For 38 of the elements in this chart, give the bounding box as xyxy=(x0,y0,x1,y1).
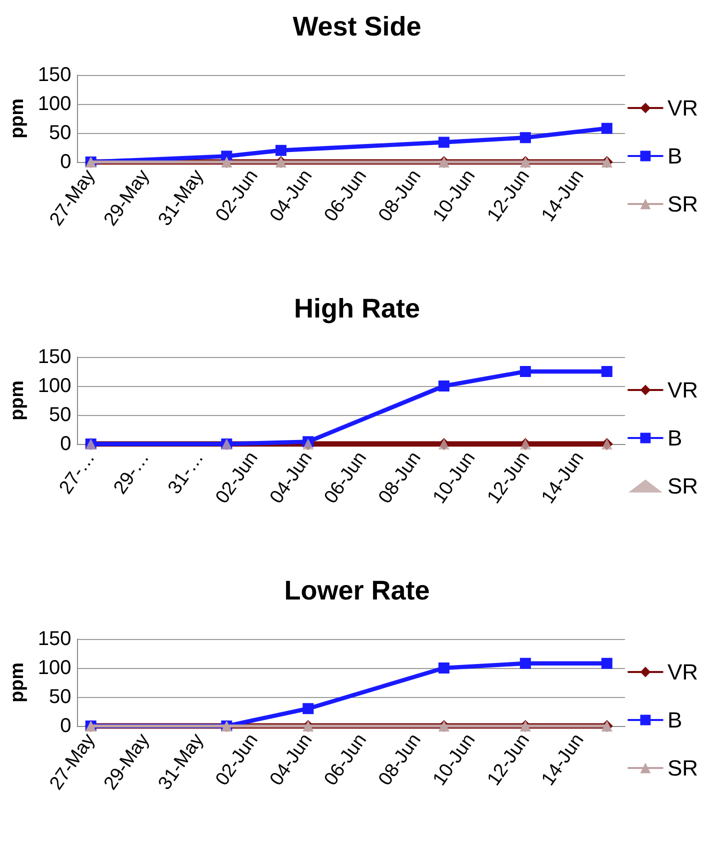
point xyxy=(520,658,531,669)
y-tick-label: 0 xyxy=(60,715,72,737)
y-tick-label: 100 xyxy=(38,375,72,397)
legend-label: B xyxy=(667,426,682,450)
y-tick-label: 100 xyxy=(38,657,72,679)
y-axis-title: ppm xyxy=(7,380,28,421)
point xyxy=(601,366,612,377)
y-tick-label: 150 xyxy=(38,64,72,86)
legend-label: B xyxy=(667,708,682,732)
legend-label: SR xyxy=(667,474,698,498)
point xyxy=(520,132,531,144)
point xyxy=(302,703,314,714)
legend-label: SR xyxy=(667,756,698,780)
chart-title: Lower Rate xyxy=(284,576,430,606)
legend-label: VR xyxy=(667,378,698,402)
point xyxy=(275,144,286,156)
y-tick-label: 50 xyxy=(49,122,72,144)
y-tick-label: 150 xyxy=(38,628,72,650)
point xyxy=(438,662,450,674)
point xyxy=(520,366,531,377)
legend-label: SR xyxy=(667,192,698,216)
y-axis-title: ppm xyxy=(7,98,28,139)
y-tick-label: 50 xyxy=(49,404,72,426)
y-tick-label: 150 xyxy=(38,346,72,368)
legend-label: B xyxy=(667,144,682,168)
chart-title: West Side xyxy=(292,12,422,42)
legend-label: VR xyxy=(667,96,698,120)
chart-title: High Rate xyxy=(294,294,420,324)
legend-label: VR xyxy=(667,660,698,684)
y-tick-label: 0 xyxy=(60,433,72,455)
y-axis-title: ppm xyxy=(7,662,28,703)
point xyxy=(601,658,612,669)
point xyxy=(601,122,612,134)
y-tick-label: 0 xyxy=(60,151,72,173)
point xyxy=(438,136,450,148)
y-tick-label: 50 xyxy=(49,686,72,708)
y-tick-label: 100 xyxy=(38,93,72,115)
point xyxy=(438,380,450,392)
